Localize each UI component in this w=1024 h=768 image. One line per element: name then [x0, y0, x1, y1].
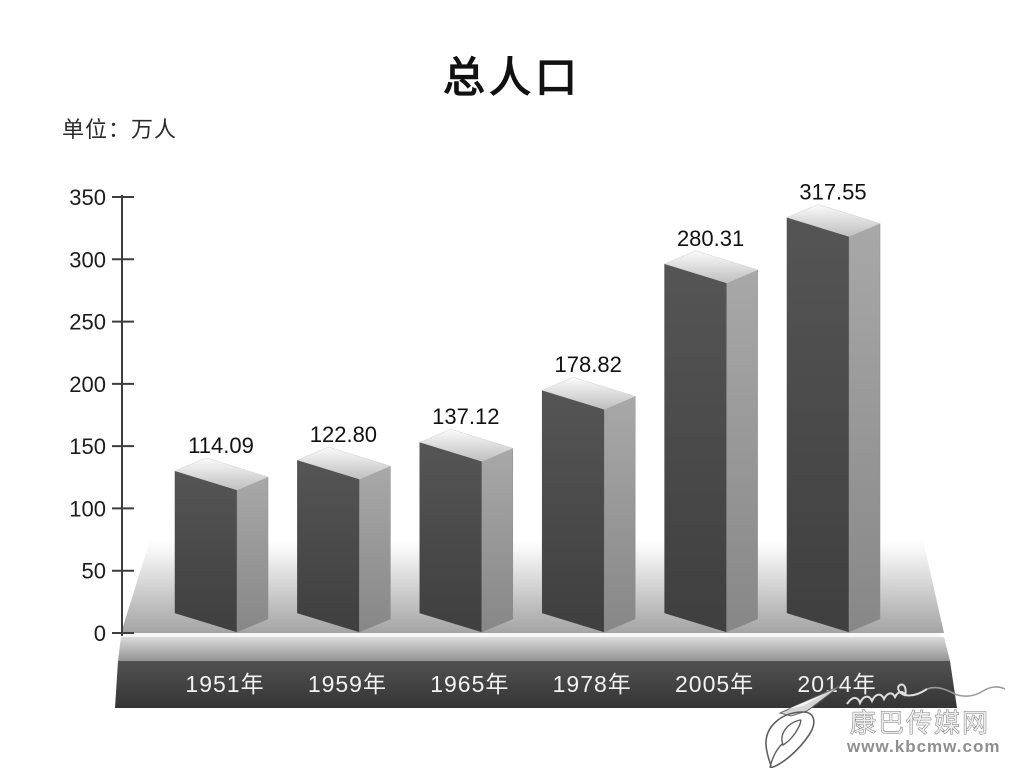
bar-side-face [481, 447, 514, 633]
y-axis: 0 50 100 150 200 250 300 350 [69, 185, 134, 646]
y-tick-label: 0 [94, 621, 106, 646]
baseline-highlight [126, 633, 941, 637]
y-tick-label: 50 [82, 559, 106, 584]
bar [174, 457, 269, 633]
bar [296, 446, 392, 633]
bar-front-face [297, 459, 360, 633]
watermark-signature-icon [846, 683, 1006, 706]
bar-side-face [236, 476, 269, 633]
bar-side-face [726, 269, 758, 633]
bar-side-face [359, 465, 391, 633]
bar-value-label: 114.09 [188, 433, 254, 458]
bar-top-face [174, 457, 269, 491]
x-axis-labels: 1951年 1959年 1965年 1978年 2005年 2014年 [185, 671, 876, 697]
bar-top-face [419, 428, 514, 462]
bar-value-label: 137.12 [432, 404, 499, 429]
x-category-label: 1978年 [553, 671, 632, 697]
chart-title: 总人口 [442, 54, 581, 101]
y-tick-label: 150 [69, 434, 106, 459]
bar [786, 204, 881, 633]
watermark-site-url: www.kbcmw.com [846, 737, 1000, 756]
bar-side-face [603, 395, 636, 633]
bar-front-face [174, 470, 238, 633]
bar [663, 250, 759, 633]
x-category-label: 2005年 [675, 671, 754, 697]
bar-top-face [296, 446, 392, 480]
bar-value-label: 317.55 [799, 179, 866, 204]
bar-top-face [786, 204, 881, 237]
bar [541, 376, 636, 633]
y-tick-label: 100 [69, 496, 106, 521]
bar-front-face [541, 389, 605, 633]
watermark: 康巴传媒网 www.kbcmw.com [765, 683, 1006, 768]
bar-front-face [664, 263, 727, 633]
bar [419, 428, 514, 633]
bar-top-face [541, 376, 636, 410]
y-tick-label: 250 [69, 310, 106, 335]
x-category-label: 1951年 [185, 671, 264, 697]
x-category-label: 1959年 [308, 671, 387, 697]
watermark-site-name: 康巴传媒网 [850, 708, 990, 738]
bar-front-face [419, 441, 483, 633]
unit-label: 单位：万人 [62, 117, 178, 142]
y-tick-label: 200 [69, 372, 106, 397]
y-tick-label: 300 [69, 247, 106, 272]
category-pedestal [115, 661, 957, 708]
floor-front-edge [118, 637, 950, 661]
bar-value-labels: 114.09 122.80 137.12 178.82 280.31 317.55 [188, 179, 866, 457]
bar-value-label: 280.31 [677, 226, 744, 251]
bar-side-face [848, 223, 881, 633]
bar-value-label: 122.80 [310, 422, 377, 447]
x-category-label: 1965年 [430, 671, 509, 697]
y-tick-label: 350 [69, 185, 106, 210]
bar-front-face [786, 217, 850, 633]
bar-value-label: 178.82 [555, 352, 622, 377]
watermark-leaf-logo-icon [765, 685, 841, 768]
bars [174, 204, 881, 633]
x-category-label: 2014年 [797, 671, 876, 697]
bar-top-face [663, 250, 759, 284]
